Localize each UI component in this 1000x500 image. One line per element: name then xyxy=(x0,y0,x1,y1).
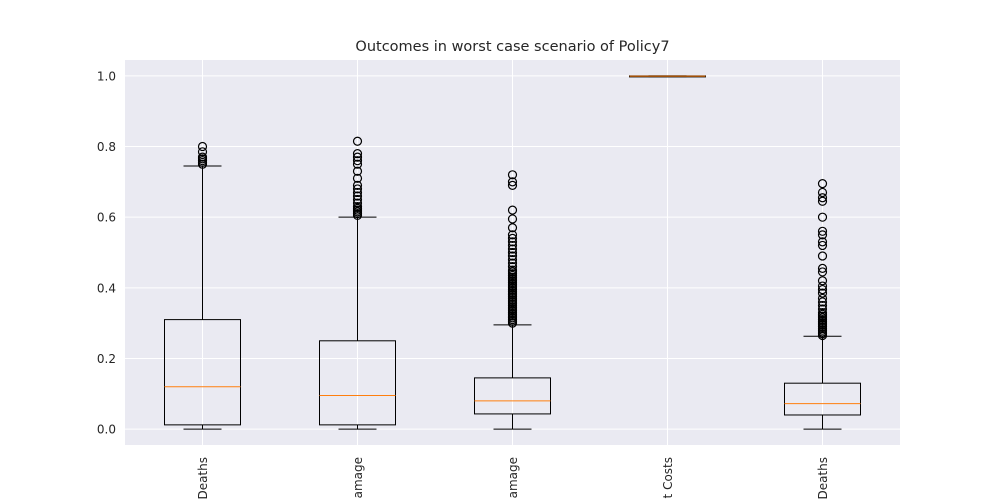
box-plot-3 xyxy=(474,170,551,430)
box-iqr xyxy=(474,377,551,415)
outlier-point xyxy=(817,293,828,304)
x-tick-label: amage xyxy=(506,457,520,498)
outlier-point xyxy=(352,191,363,201)
outlier-point xyxy=(507,240,518,251)
outlier-point xyxy=(507,237,518,247)
y-axis-ticks: 0.0 0.2 0.4 0.6 0.8 1.0 xyxy=(97,69,116,436)
outlier-point xyxy=(507,180,518,190)
outlier-point xyxy=(817,307,828,318)
outlier-point xyxy=(817,276,828,286)
outlier-point xyxy=(817,226,828,236)
box-series xyxy=(164,75,861,430)
outlier-point xyxy=(352,156,363,166)
outlier-point xyxy=(352,149,363,159)
outlier-point xyxy=(817,187,828,198)
outlier-point xyxy=(817,263,828,273)
outlier-point xyxy=(817,237,828,247)
outlier-point xyxy=(507,223,518,233)
box-plot-4 xyxy=(629,75,706,78)
outlier-point xyxy=(352,187,363,198)
outlier-point xyxy=(197,141,208,152)
outlier-point xyxy=(507,170,518,180)
outlier-point xyxy=(352,152,363,162)
box-plot-5 xyxy=(784,179,861,430)
outlier-point xyxy=(817,212,828,222)
chart-title: Outcomes in worst case scenario of Polic… xyxy=(355,39,669,55)
outlier-point xyxy=(817,240,828,251)
outlier-point xyxy=(507,251,518,261)
outlier-point xyxy=(507,233,518,243)
y-tick-label: 0.6 xyxy=(97,211,116,225)
x-tick-label: amage xyxy=(351,457,365,498)
outlier-point xyxy=(507,258,518,268)
outlier-point xyxy=(507,230,518,240)
outlier-point xyxy=(507,205,518,215)
y-tick-label: 0.4 xyxy=(97,281,116,295)
box-iqr xyxy=(784,382,861,416)
outlier-point xyxy=(817,179,828,189)
outlier-point xyxy=(817,251,828,261)
y-tick-label: 0.0 xyxy=(97,423,116,437)
outlier-point xyxy=(507,244,518,254)
x-tick-label: Deaths xyxy=(196,457,210,500)
box-plot-1 xyxy=(164,141,241,430)
outlier-point xyxy=(817,284,828,295)
y-tick-label: 0.2 xyxy=(97,352,116,366)
outlier-point xyxy=(507,254,518,265)
x-axis-ticks: Deaths amage amage t Costs Deaths xyxy=(196,457,830,500)
outlier-point xyxy=(507,177,518,187)
outlier-point xyxy=(352,166,363,176)
outlier-point xyxy=(352,184,363,194)
outlier-point xyxy=(507,265,518,275)
box-iqr xyxy=(319,340,396,426)
outlier-point xyxy=(197,152,208,162)
outlier-point xyxy=(507,247,518,258)
outlier-point xyxy=(197,147,208,157)
y-tick-label: 0.8 xyxy=(97,140,116,154)
outlier-point xyxy=(817,281,828,291)
outlier-point xyxy=(817,230,828,240)
outlier-point xyxy=(817,288,828,298)
outlier-point xyxy=(507,262,518,272)
outlier-point xyxy=(507,214,518,224)
outlier-point xyxy=(352,198,363,208)
x-tick-label: Deaths xyxy=(816,457,830,500)
outlier-point xyxy=(817,300,828,311)
outlier-point xyxy=(817,196,828,206)
box-plot-2 xyxy=(319,136,396,430)
outlier-point xyxy=(352,159,363,169)
outlier-point xyxy=(352,201,363,212)
box-iqr xyxy=(164,319,241,426)
outlier-point xyxy=(817,267,828,277)
outlier-point xyxy=(817,297,828,307)
outlier-point xyxy=(352,173,363,183)
y-tick-label: 1.0 xyxy=(97,69,116,83)
outlier-point xyxy=(352,194,363,205)
outlier-point xyxy=(352,180,363,190)
x-tick-label: t Costs xyxy=(661,457,675,498)
outlier-point xyxy=(817,304,828,314)
outlier-point xyxy=(817,193,828,203)
outlier-point xyxy=(352,136,363,146)
